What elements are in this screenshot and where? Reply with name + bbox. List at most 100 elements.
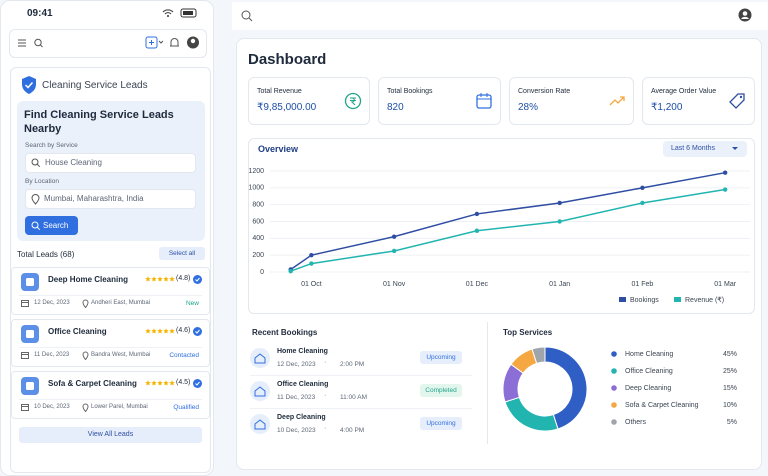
kpi-value: 28% xyxy=(518,102,539,113)
lead-icon xyxy=(21,377,39,395)
dashboard-title: Dashboard xyxy=(248,51,327,68)
booking-status: Completed xyxy=(420,384,462,397)
series-point xyxy=(640,200,645,206)
kpi-label: Total Bookings xyxy=(387,88,433,95)
y-tick-label: 1000 xyxy=(248,185,264,192)
search-icon xyxy=(31,221,41,231)
legend-value: 15% xyxy=(723,385,737,392)
booking-date: 11 Dec, 2023 xyxy=(277,394,316,401)
lead-rating: (4.6) xyxy=(176,327,191,334)
kpi-label: Average Order Value xyxy=(651,88,717,95)
kpi-icon xyxy=(609,96,625,106)
booking-status: Upcoming xyxy=(420,351,462,364)
legend-label: Sofa & Carpet Cleaning xyxy=(625,402,699,409)
y-tick-label: 0 xyxy=(260,269,264,276)
lead-card[interactable] xyxy=(11,319,210,367)
toolbar-icons xyxy=(18,36,199,49)
kpi-label: Total Revenue xyxy=(257,88,302,95)
legend-swatch xyxy=(619,297,626,302)
series-line xyxy=(290,188,726,272)
verified-icon xyxy=(193,275,202,284)
lead-rating: (4.5) xyxy=(176,379,191,386)
booking-name: Office Cleaning xyxy=(277,381,329,388)
series-point xyxy=(722,187,728,192)
view-all-leads[interactable]: View All Leads xyxy=(19,427,202,443)
booking-icon xyxy=(250,414,270,434)
legend-value: 45% xyxy=(723,351,737,358)
lead-card[interactable] xyxy=(11,371,210,419)
kpi-card xyxy=(642,77,755,125)
calendar-icon xyxy=(21,300,29,307)
verified-icon xyxy=(193,327,202,336)
search-icon xyxy=(31,158,41,168)
y-tick-label: 1200 xyxy=(248,168,264,175)
pin-icon xyxy=(31,194,40,205)
lead-status: Contacted xyxy=(169,352,199,359)
lead-status: Qualified xyxy=(173,404,199,411)
divider xyxy=(487,322,488,444)
booking-icon xyxy=(250,381,270,401)
kpi-value: 820 xyxy=(387,102,404,113)
pin-icon xyxy=(82,403,89,412)
legend-label: Others xyxy=(625,419,647,426)
recent-title: Recent Bookings xyxy=(252,328,318,337)
calendar-icon xyxy=(21,352,29,359)
series-point xyxy=(557,200,562,206)
range-dropdown[interactable] xyxy=(663,141,747,157)
lead-divider xyxy=(19,295,202,296)
select-all[interactable]: Select all xyxy=(159,247,205,260)
legend-dot xyxy=(611,385,617,391)
separator: · xyxy=(324,392,327,399)
series-point xyxy=(557,219,562,224)
lead-icon xyxy=(21,325,39,343)
lead-card[interactable] xyxy=(11,267,210,315)
booking-name: Home Cleaning xyxy=(277,348,328,355)
lead-status: New xyxy=(185,300,199,307)
pin-icon xyxy=(82,351,89,360)
kpi-card xyxy=(378,77,501,125)
series-point xyxy=(474,211,480,217)
search-icon[interactable] xyxy=(241,10,253,22)
kpi-value: ₹9,85,000.00 xyxy=(257,102,317,113)
overview-title: Overview xyxy=(258,144,299,154)
lead-location: Lower Parel, Mumbai xyxy=(91,404,148,410)
booking-name: Deep Cleaning xyxy=(277,414,326,421)
series-point xyxy=(391,234,397,239)
calendar-icon xyxy=(21,404,29,411)
lead-divider xyxy=(19,347,202,348)
series-point xyxy=(640,185,645,191)
booking-time: 11:00 AM xyxy=(340,394,367,401)
legend-label: Bookings xyxy=(630,297,659,304)
pin-icon xyxy=(82,299,89,308)
series-point xyxy=(309,261,314,266)
kpi-card xyxy=(248,77,370,125)
legend-dot xyxy=(611,402,617,408)
location-label: By Location xyxy=(25,178,59,185)
booking-icon xyxy=(250,348,270,368)
lead-name: Deep Home Cleaning xyxy=(48,275,129,284)
y-tick-label: 600 xyxy=(252,218,264,225)
series-point xyxy=(722,170,728,175)
status-time: 09:41 xyxy=(27,8,53,19)
legend-label: Home Cleaning xyxy=(625,351,673,358)
service-label: Search by Service xyxy=(25,142,78,149)
lead-name: Sofa & Carpet Cleaning xyxy=(48,379,137,388)
service-input[interactable] xyxy=(25,153,196,173)
kpi-icon xyxy=(344,92,362,110)
location-input[interactable] xyxy=(25,189,196,209)
search-button[interactable] xyxy=(25,216,78,235)
avatar[interactable] xyxy=(738,8,752,22)
legend-swatch xyxy=(674,297,681,302)
kpi-icon xyxy=(729,93,745,109)
card-title: Cleaning Service Leads xyxy=(42,80,148,91)
y-tick-label: 200 xyxy=(252,252,264,259)
search-button-label: Search xyxy=(43,221,69,230)
chevron xyxy=(732,147,738,150)
booking-divider xyxy=(250,375,472,376)
lead-divider xyxy=(19,399,202,400)
top-bar xyxy=(232,2,768,30)
lead-location: Bandra West, Mumbai xyxy=(91,352,151,358)
booking-time: 4:00 PM xyxy=(340,427,365,434)
